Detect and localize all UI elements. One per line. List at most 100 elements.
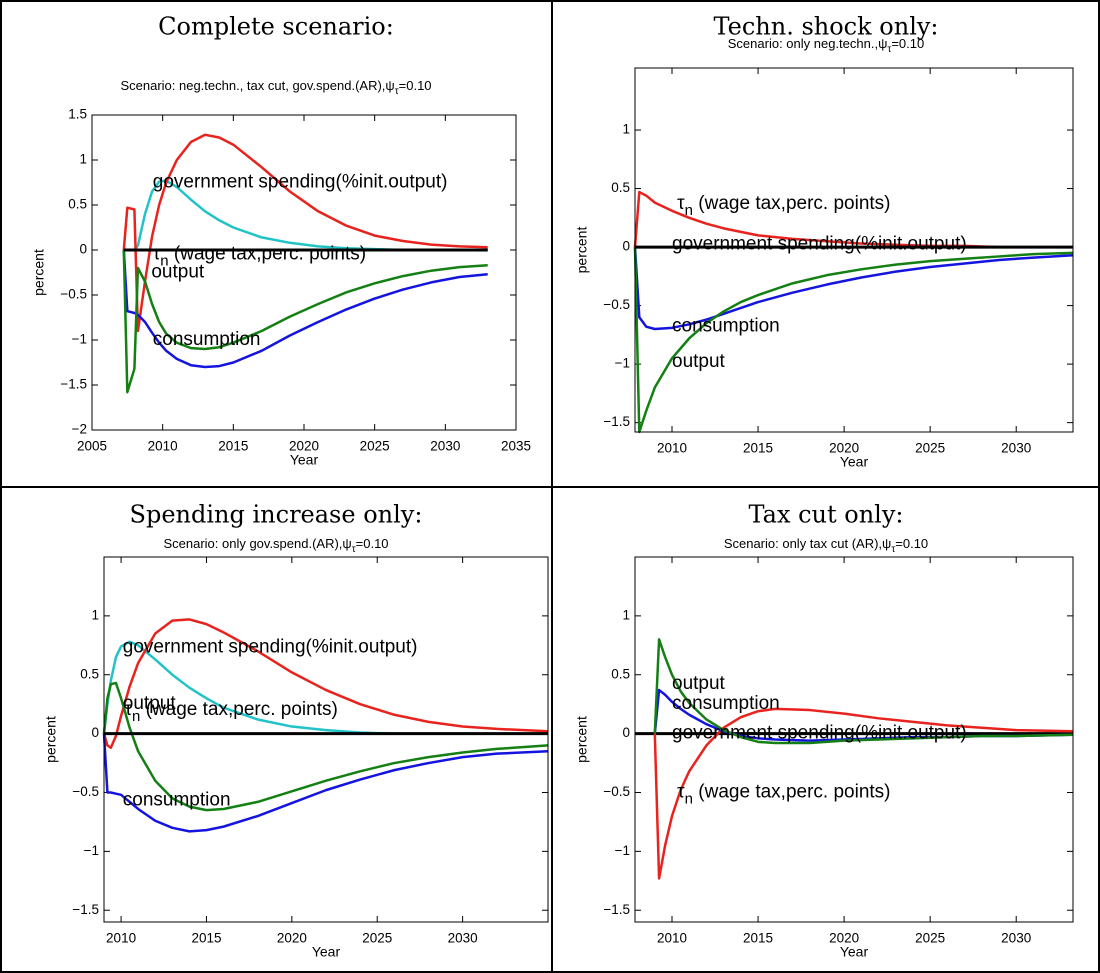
annotation: output <box>672 351 726 372</box>
y-tick-label: 1 <box>91 607 99 622</box>
subtitle-suffix: =0.10 <box>895 536 928 551</box>
subtitle-suffix: =0.10 <box>356 536 389 551</box>
annotation-text: government spending(%init.output) <box>123 637 418 658</box>
annotation-text: τ <box>677 193 685 214</box>
subtitle-text: Scenario: only neg.techn.,ψ <box>728 36 888 51</box>
annotation-text: output <box>672 351 726 372</box>
annotation: output <box>123 693 177 714</box>
x-tick-label: 2030 <box>448 931 478 946</box>
x-axis-label: Year <box>840 944 869 960</box>
y-tick-label: −0.5 <box>603 297 630 312</box>
panel-title: Tax cut only: <box>748 501 903 529</box>
y-tick-label: 0.5 <box>611 666 630 681</box>
series-line <box>633 247 1074 434</box>
annotation: τn (wage tax,perc. points) <box>124 699 337 725</box>
plot-area <box>104 557 548 922</box>
series-line <box>653 707 1074 880</box>
panel-subtitle: Scenario: only neg.techn.,ψτ=0.10 <box>728 36 924 54</box>
annotation-text: government spending(%init.output) <box>153 172 448 193</box>
annotation: output <box>672 673 726 694</box>
panel: Techn. shock only:Scenario: only neg.tec… <box>574 13 1074 470</box>
annotation: τn (wage tax,perc. points) <box>153 244 366 270</box>
annotation-text: τ <box>124 699 132 720</box>
annotation: consumption <box>123 790 231 811</box>
y-tick-label: −1 <box>615 843 630 858</box>
annotation: consumption <box>672 693 780 714</box>
x-tick-label: 2030 <box>1001 441 1031 456</box>
annotation: τn (wage tax,perc. points) <box>677 193 890 219</box>
annotation-suffix: (wage tax,perc. points) <box>693 193 890 214</box>
x-tick-label: 2025 <box>362 931 392 946</box>
x-tick-label: 2035 <box>501 439 531 454</box>
series-line <box>102 733 549 833</box>
y-tick-label: 1 <box>622 607 630 622</box>
y-axis-label: percent <box>43 716 59 763</box>
y-tick-label: 0 <box>91 725 99 740</box>
annotation-text: government spending(%init.output) <box>672 723 967 744</box>
panel-subtitle: Scenario: only gov.spend.(AR),ψτ=0.10 <box>163 536 388 554</box>
plot-area <box>92 115 516 430</box>
x-tick-label: 2010 <box>106 931 136 946</box>
annotation-suffix: (wage tax,perc. points) <box>693 781 890 802</box>
x-tick-label: 2015 <box>743 441 773 456</box>
y-axis-label: percent <box>574 716 590 763</box>
x-tick-label: 2020 <box>829 931 859 946</box>
panel: Tax cut only: Scenario: only tax cut (AR)… <box>574 501 1074 960</box>
x-tick-label: 2030 <box>430 439 460 454</box>
panel-title: Spending increase only: <box>130 501 423 529</box>
annotation-subscript: n <box>132 708 140 725</box>
series-line <box>102 618 549 749</box>
y-tick-label: −1 <box>615 356 630 371</box>
annotation-subscript: n <box>685 790 693 807</box>
series-line <box>122 249 488 394</box>
annotation: government spending(%init.output) <box>153 172 448 193</box>
annotation: government spending(%init.output) <box>672 234 967 255</box>
y-tick-label: 0.5 <box>611 180 630 195</box>
x-tick-label: 2030 <box>1001 931 1031 946</box>
panel-title: Techn. shock only: <box>713 13 938 41</box>
annotation: output <box>151 262 205 283</box>
y-tick-label: 1 <box>622 122 630 137</box>
x-axis-label: Year <box>290 452 319 468</box>
y-tick-label: −1.5 <box>603 902 630 917</box>
annotation: government spending(%init.output) <box>123 637 418 658</box>
panel: Complete scenario: Scenario: neg.techn., … <box>31 13 531 468</box>
x-tick-label: 2010 <box>148 439 178 454</box>
series-line <box>653 638 1074 745</box>
y-tick-label: 0 <box>622 239 630 254</box>
y-tick-label: −1 <box>84 843 99 858</box>
series-line <box>102 681 549 812</box>
y-tick-label: −0.5 <box>60 287 87 302</box>
y-tick-label: 0.5 <box>68 197 87 212</box>
subtitle-text: Scenario: only gov.spend.(AR),ψ <box>163 536 351 551</box>
annotation-text: output <box>672 673 726 694</box>
subtitle-suffix: =0.10 <box>399 78 432 93</box>
panel: Spending increase only: Scenario: only go… <box>43 501 549 960</box>
x-tick-label: 2015 <box>191 931 221 946</box>
series-line <box>633 246 1074 331</box>
y-tick-label: 0 <box>622 725 630 740</box>
x-tick-label: 2020 <box>829 441 859 456</box>
annotation: consumption <box>672 316 780 337</box>
plot-frame <box>103 556 549 923</box>
y-tick-label: −1.5 <box>72 902 99 917</box>
annotation-text: government spending(%init.output) <box>672 234 967 255</box>
annotation-subscript: n <box>685 202 693 219</box>
annotation-text: τ <box>153 244 161 265</box>
annotation-text: consumption <box>672 693 780 714</box>
panel-subtitle: Scenario: only tax cut (AR),ψτ=0.10 <box>724 536 928 554</box>
annotation-text: consumption <box>672 316 780 337</box>
x-axis-label: Year <box>840 454 869 470</box>
y-tick-label: 1 <box>79 152 87 167</box>
x-tick-label: 2025 <box>915 441 945 456</box>
y-axis-label: percent <box>31 249 47 296</box>
y-tick-label: −0.5 <box>603 784 630 799</box>
y-tick-label: −0.5 <box>72 784 99 799</box>
x-tick-label: 2010 <box>657 931 687 946</box>
annotation: τn (wage tax,perc. points) <box>677 781 890 807</box>
subtitle-suffix: =0.10 <box>891 36 924 51</box>
subtitle-subscript: τ <box>891 544 895 555</box>
y-axis-label: percent <box>574 227 590 274</box>
annotation: consumption <box>153 329 261 350</box>
